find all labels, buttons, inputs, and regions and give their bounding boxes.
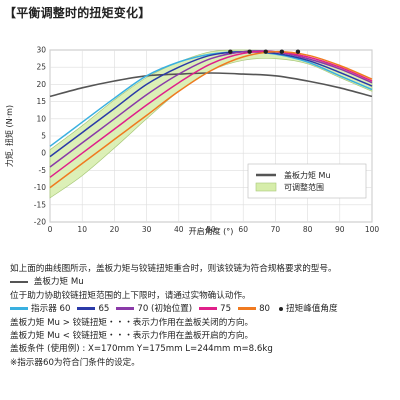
x-tick-70: 70	[271, 225, 281, 234]
lid-moment-swatch	[10, 280, 28, 283]
y-tick-15: 15	[36, 97, 46, 106]
legend-label-1: 65	[98, 304, 110, 315]
x-tick-50: 50	[206, 225, 216, 234]
adjustable-range-band	[49, 49, 373, 199]
series-line-3	[49, 50, 373, 178]
y-tick-5: 5	[41, 132, 46, 141]
x-tick-100: 100	[365, 225, 380, 234]
x-axis-label: 开启角度 (°)	[189, 226, 234, 236]
y-tick--10: -10	[34, 183, 46, 192]
series-line-lid-moment	[49, 72, 373, 98]
note-lid-moment-label: 盖板力矩 Mu	[33, 277, 84, 288]
series-line-0	[49, 50, 373, 147]
note-line-7: 盖板条件 (使用例) : X=170mm Y=175mm L=244mm m=8…	[10, 344, 273, 355]
y-tick-20: 20	[36, 80, 46, 89]
y-tick--20: -20	[34, 218, 46, 227]
legend-swatch-2	[116, 307, 135, 311]
note-line-1: 如上面的曲线图所示，盖板力矩与铰链扭矩重合时，则该铰链为符合规格要求的型号。	[10, 264, 337, 274]
peak-dot-icon	[279, 306, 284, 311]
legend-label-range: 可调整范围	[284, 182, 324, 192]
legend-swatch-1	[77, 307, 96, 311]
note-line-2: 盖板力矩 Mu	[10, 276, 394, 289]
y-tick-10: 10	[36, 114, 46, 123]
series-line-2	[49, 50, 373, 168]
legend-label-4: 80	[259, 304, 271, 315]
series-lines	[49, 50, 373, 189]
x-tick-20: 20	[110, 225, 120, 234]
note-line-5: 盖板力矩 Mu > 铰链扭矩・・・表示力作用在盖板关闭的方向。	[10, 317, 254, 328]
y-tick-0: 0	[41, 149, 46, 158]
note-line-3: 位于助力协助铰链扭矩范围的上下限时，请通过实物确认动作。	[10, 290, 251, 301]
legend-swatch-range	[255, 182, 277, 192]
page-title: 【平衡调整时的扭矩变化】	[4, 6, 151, 20]
legend-label-2: 70 (初始位置)	[137, 304, 193, 315]
y-axis-label: 力矩, 扭矩 (N·m)	[4, 105, 14, 167]
peak-marker-0	[228, 49, 233, 54]
x-tick-10: 10	[77, 225, 87, 234]
x-tick-30: 30	[142, 225, 152, 234]
x-tick-40: 40	[174, 225, 184, 234]
legend-swatch-4	[238, 307, 257, 311]
series-line-4	[49, 50, 373, 189]
notes: 如上面的曲线图所示，盖板力矩与铰链扭矩重合时，则该铰链为符合规格要求的型号。 盖…	[10, 263, 394, 370]
legend-box	[247, 163, 367, 199]
torque-chart: 0 10 20 30 40 50 60 70 80 90 100 -20 -15 -10 -5 0 5 10 15…	[4, 46, 380, 237]
series-line-1	[49, 50, 373, 158]
y-tick--5: -5	[39, 166, 47, 175]
x-tick-90: 90	[335, 225, 345, 234]
peak-marker-3	[279, 49, 285, 54]
x-tick-labels: 0 10 20 30 40 50 60 70 80 90 100	[48, 225, 380, 234]
note-line-6: 盖板力矩 Mu < 铰链扭矩・・・表示力作用在盖板开启的方向。	[10, 330, 254, 341]
legend-label-3: 75	[220, 304, 232, 315]
y-tick-labels: -20 -15 -10 -5 0 5 10 15 20 25 30	[34, 46, 46, 227]
peak-marker-1	[247, 49, 252, 54]
legend-swatch-0	[10, 307, 28, 311]
legend-label-0: 指示器 60	[31, 304, 71, 315]
y-tick-25: 25	[36, 63, 46, 72]
legend-swatch-3	[199, 307, 218, 311]
range-band	[49, 49, 373, 199]
x-tick-0: 0	[48, 225, 53, 234]
series-legend-row: 指示器 60 65 70 (初始位置) 75 80 扭矩峰值角度	[10, 303, 394, 316]
peak-marker-2	[263, 49, 268, 54]
x-tick-80: 80	[303, 225, 313, 234]
note-line-8: ※指示器60为符合门条件的设定。	[10, 357, 140, 368]
legend-label-lid-moment: 盖板力矩 Mu	[284, 170, 331, 180]
peak-marker-4	[295, 49, 301, 54]
legend-label-peak: 扭矩峰值角度	[286, 304, 338, 315]
y-tick-30: 30	[36, 46, 46, 55]
peak-markers	[228, 49, 301, 54]
y-tick--15: -15	[34, 200, 46, 209]
x-tick-60: 60	[238, 225, 248, 234]
